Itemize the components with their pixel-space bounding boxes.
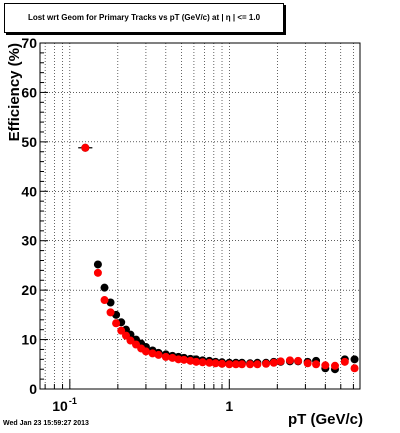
- chart-title-box: Lost wrt Geom for Primary Tracks vs pT (…: [4, 3, 284, 33]
- y-tick-label: 20: [21, 282, 37, 298]
- red-data-point: [269, 358, 278, 367]
- red-data-point: [81, 143, 90, 152]
- x-tick-label: 10: [52, 398, 68, 414]
- red-data-point: [246, 360, 255, 369]
- red-data-point: [218, 359, 227, 368]
- y-tick-label: 10: [21, 332, 37, 348]
- y-tick-label: 0: [29, 381, 37, 397]
- red-data-point: [141, 347, 150, 356]
- red-data-point: [154, 350, 163, 359]
- red-data-point: [180, 355, 189, 364]
- red-data-point: [112, 319, 121, 328]
- black-data-point: [350, 355, 359, 364]
- red-data-point: [168, 353, 177, 362]
- y-axis-label: Efficiency (%): [6, 43, 23, 141]
- red-data-point: [93, 268, 102, 277]
- red-data-point: [106, 308, 115, 317]
- red-data-point: [126, 336, 135, 345]
- red-data-point: [161, 352, 170, 361]
- red-data-point: [253, 360, 262, 369]
- y-tick-label: 60: [21, 84, 37, 100]
- x-axis-label: pT (GeV/c): [288, 411, 363, 428]
- black-data-point: [106, 298, 115, 307]
- black-data-point: [93, 260, 102, 269]
- red-data-point: [294, 356, 303, 365]
- y-tick-label: 30: [21, 233, 37, 249]
- red-data-point: [237, 360, 246, 369]
- red-data-point: [350, 364, 359, 373]
- black-data-point: [100, 283, 109, 292]
- red-data-point: [148, 349, 157, 358]
- red-data-point: [117, 326, 126, 335]
- plot-frame: [39, 42, 361, 390]
- y-tick-label: 40: [21, 183, 37, 199]
- red-data-point: [198, 358, 207, 367]
- timestamp: Wed Jan 23 15:59:27 2013: [3, 420, 89, 427]
- red-data-point: [192, 357, 201, 366]
- y-tick-label: 50: [21, 134, 37, 150]
- red-data-point: [100, 296, 109, 305]
- red-data-point: [285, 356, 294, 365]
- chart-title: Lost wrt Geom for Primary Tracks vs pT (…: [27, 13, 261, 22]
- red-data-point: [276, 357, 285, 366]
- red-data-point: [330, 361, 339, 370]
- red-data-point: [205, 358, 214, 367]
- red-data-point: [303, 359, 312, 368]
- red-data-point: [321, 361, 330, 370]
- red-data-point: [312, 360, 321, 369]
- y-tick-label: 70: [21, 35, 37, 51]
- red-data-point: [211, 359, 220, 368]
- red-data-point: [262, 359, 271, 368]
- x-tick-label-exponent: -1: [69, 396, 77, 406]
- x-tick-label: 1: [225, 398, 233, 414]
- red-data-point: [340, 357, 349, 366]
- red-data-point: [225, 360, 234, 369]
- red-data-point: [231, 360, 240, 369]
